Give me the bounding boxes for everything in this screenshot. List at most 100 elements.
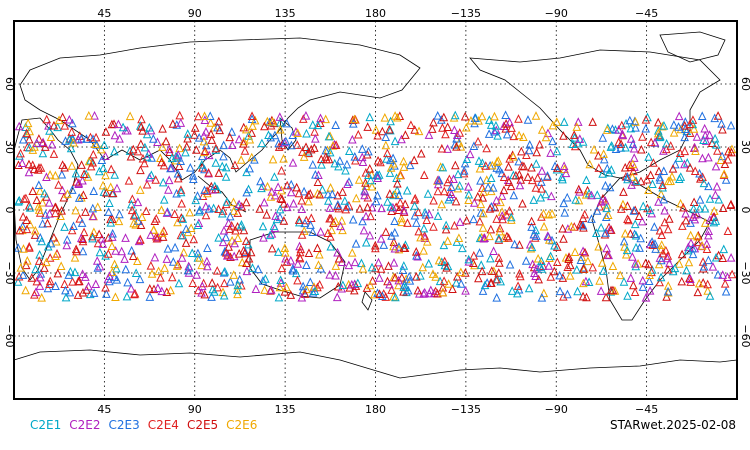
observation-triangle	[681, 215, 691, 225]
observation-triangle	[429, 117, 438, 127]
observation-triangle	[650, 222, 659, 231]
observation-triangle	[295, 253, 305, 263]
observation-triangle	[88, 134, 98, 144]
observation-triangle	[328, 140, 338, 150]
observation-triangle	[656, 189, 666, 199]
observation-triangle	[367, 181, 377, 191]
observation-triangle	[448, 284, 457, 293]
observation-triangle	[260, 121, 269, 131]
observation-triangle	[641, 123, 651, 133]
observation-triangle	[292, 140, 302, 149]
observation-triangle	[536, 192, 546, 202]
observation-triangle	[65, 114, 74, 124]
observation-triangle	[485, 231, 494, 241]
observation-triangle	[434, 255, 444, 265]
observation-triangle	[289, 198, 298, 208]
observation-triangle	[502, 129, 512, 139]
observation-triangle	[424, 258, 434, 268]
observation-triangle	[214, 204, 223, 214]
observation-triangle	[390, 243, 400, 253]
observation-triangle	[159, 195, 169, 204]
observation-triangle	[669, 128, 679, 137]
observation-triangle	[46, 238, 56, 248]
observation-triangle	[177, 253, 187, 262]
observation-triangle	[37, 292, 46, 302]
observation-triangle	[390, 216, 399, 226]
observation-triangle	[300, 289, 310, 298]
observation-triangle	[67, 161, 77, 170]
legend-item: C2E1	[30, 418, 62, 432]
observation-triangle	[631, 230, 641, 240]
observation-triangle	[324, 131, 334, 141]
observation-triangle	[555, 270, 564, 280]
observation-triangle	[361, 237, 371, 247]
observation-triangle	[323, 228, 333, 238]
observation-triangle	[263, 181, 272, 191]
observation-triangle	[564, 254, 573, 263]
observation-triangle	[226, 276, 235, 286]
observation-triangle	[233, 208, 243, 217]
observation-triangle	[688, 212, 698, 221]
observation-triangle	[299, 226, 309, 235]
observation-triangle	[101, 151, 110, 161]
observation-triangle	[410, 193, 420, 203]
observation-triangle	[51, 236, 61, 246]
observation-triangle	[428, 269, 438, 278]
observation-triangle	[257, 138, 267, 148]
observation-triangle	[402, 287, 411, 297]
observation-triangle	[518, 198, 527, 208]
observation-triangle	[217, 161, 227, 171]
observation-triangle	[75, 276, 84, 286]
observation-triangle	[416, 270, 425, 280]
observation-triangle	[65, 287, 75, 297]
observation-triangle	[462, 154, 472, 164]
observation-triangle	[363, 192, 373, 202]
observation-triangle	[114, 216, 124, 226]
observation-triangle	[490, 126, 499, 136]
observation-triangle	[626, 123, 636, 133]
observation-triangle	[74, 134, 83, 144]
observation-triangle	[40, 263, 49, 272]
observation-triangle	[718, 253, 728, 263]
observation-triangle	[81, 207, 90, 216]
observation-triangle	[461, 268, 470, 277]
observation-triangle	[89, 186, 99, 196]
observation-triangle	[58, 185, 67, 195]
observation-triangle	[373, 155, 383, 165]
observation-triangle	[326, 183, 335, 192]
x-tick-label-bottom: −90	[545, 403, 568, 416]
observation-triangle	[188, 170, 198, 180]
observation-triangle	[179, 247, 189, 257]
observation-triangle	[313, 120, 323, 130]
observation-triangle	[282, 180, 292, 190]
observation-triangle	[259, 197, 269, 207]
observation-triangle	[322, 154, 331, 164]
observation-triangle	[166, 285, 175, 295]
observation-triangle	[277, 165, 286, 175]
observation-triangle	[473, 191, 483, 201]
observation-triangle	[495, 164, 504, 174]
observation-triangle	[484, 129, 494, 138]
observation-triangle	[557, 172, 567, 182]
observation-triangle	[513, 288, 522, 298]
observation-triangle	[239, 136, 249, 146]
observation-triangle	[543, 231, 553, 240]
x-tick-label-top: −45	[635, 7, 658, 20]
observation-triangle	[608, 285, 618, 295]
observation-triangle	[221, 172, 231, 181]
observation-triangle	[446, 182, 456, 192]
observation-triangle	[602, 243, 611, 253]
x-tick-label-top: 135	[275, 7, 296, 20]
observation-triangle	[361, 211, 371, 221]
observation-triangle	[13, 243, 23, 252]
observation-triangle	[401, 282, 410, 292]
x-tick-label-top: −135	[451, 7, 481, 20]
observation-triangle	[276, 124, 285, 134]
observation-triangle	[161, 136, 171, 146]
observation-triangle	[646, 170, 655, 180]
observation-triangle	[562, 192, 572, 202]
y-tick-label-right: 30	[739, 140, 750, 154]
observation-triangle	[288, 263, 298, 273]
observation-triangle	[274, 138, 283, 148]
observation-triangle	[162, 208, 172, 217]
